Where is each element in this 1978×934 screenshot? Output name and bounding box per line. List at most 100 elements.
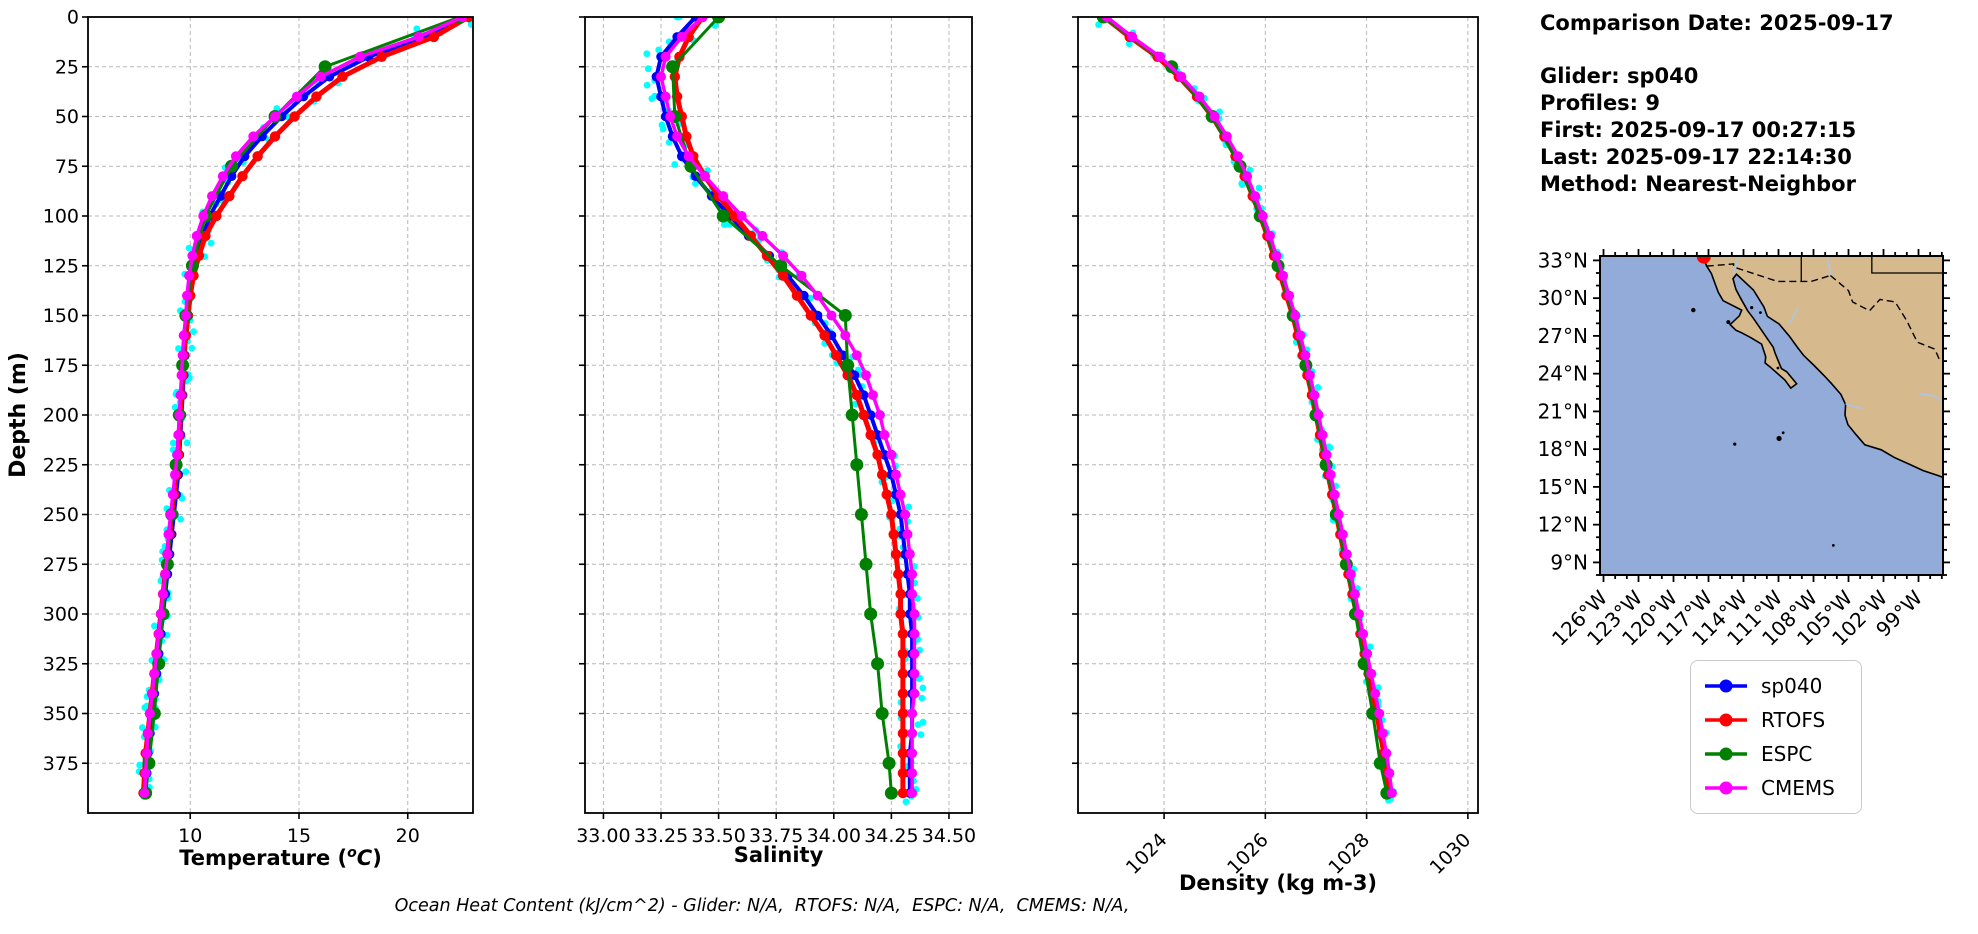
data-point-CMEMS <box>1341 549 1352 560</box>
data-point-CMEMS <box>909 668 920 679</box>
scatter-point-glider-raw <box>207 239 215 247</box>
data-point-CMEMS <box>874 410 885 420</box>
data-point-CMEMS <box>1386 788 1397 799</box>
scatter-point-glider-raw <box>190 328 197 336</box>
data-point-CMEMS <box>141 748 152 759</box>
map-lat-tick-label: 9°N <box>1550 550 1588 574</box>
data-point-CMEMS <box>1329 489 1340 500</box>
scatter-point-glider-raw <box>413 25 421 33</box>
map-lat-tick-label: 33°N <box>1538 248 1588 272</box>
y-tick-label: 25 <box>55 56 79 78</box>
data-point-RTOFS <box>897 668 909 679</box>
scatter-point-glider-raw <box>139 724 146 731</box>
data-point-RTOFS <box>890 549 902 560</box>
data-point-RTOFS <box>897 648 909 659</box>
scatter-point-glider-raw <box>692 180 699 188</box>
data-point-CMEMS <box>457 17 468 22</box>
data-point-CMEMS <box>165 509 176 520</box>
data-point-ESPC <box>318 60 332 74</box>
map-plot-area <box>1691 256 1943 547</box>
data-point-CMEMS <box>315 71 326 82</box>
map-frame <box>1599 255 1944 576</box>
data-point-RTOFS <box>858 409 869 421</box>
legend-item-espc: ESPC <box>1703 737 1851 771</box>
data-point-CMEMS <box>167 489 178 500</box>
data-point-ESPC <box>845 408 859 422</box>
island <box>1726 320 1731 325</box>
data-point-RTOFS <box>897 688 909 699</box>
map-lat-tick-label: 27°N <box>1538 324 1588 348</box>
data-point-CMEMS <box>895 489 906 500</box>
island <box>1776 435 1782 442</box>
country-border-dashed <box>1829 274 1941 362</box>
data-point-ESPC <box>859 557 873 571</box>
data-point-CMEMS <box>1278 270 1289 281</box>
scatter-point-glider-raw <box>655 46 663 54</box>
scatter-point-glider-raw <box>643 81 651 89</box>
data-point-CMEMS <box>886 449 897 460</box>
data-point-CMEMS <box>206 191 217 202</box>
data-point-CMEMS <box>1349 589 1360 600</box>
island <box>1759 311 1762 315</box>
data-point-CMEMS <box>851 350 862 361</box>
map-panel: 33°N30°N27°N24°N21°N18°N15°N12°N9°N126°W… <box>1538 248 1950 651</box>
x-axis-title: Temperature (oC) <box>179 845 382 870</box>
scatter-point-glider-raw <box>902 798 910 806</box>
data-point-CMEMS <box>867 390 878 401</box>
data-point-RTOFS <box>872 449 883 460</box>
data-point-CMEMS <box>907 788 918 799</box>
method-text: Method: Nearest-Neighbor <box>1540 172 1856 196</box>
data-point-CMEMS <box>909 688 920 699</box>
data-point-CMEMS <box>699 171 710 182</box>
data-point-CMEMS <box>1209 111 1220 122</box>
data-point-CMEMS <box>1374 708 1385 719</box>
island <box>1831 544 1835 547</box>
scatter-point-glider-raw <box>169 439 177 447</box>
data-point-RTOFS <box>830 350 842 361</box>
x-tick-label: 33.25 <box>634 825 688 847</box>
scatter-point-glider-raw <box>905 503 913 511</box>
data-point-CMEMS <box>757 230 768 241</box>
data-point-CMEMS <box>151 648 162 659</box>
legend-line-marker-icon <box>1705 747 1747 761</box>
data-point-RTOFS <box>237 171 248 182</box>
data-point-RTOFS <box>674 51 685 62</box>
data-point-CMEMS <box>1304 370 1315 381</box>
y-tick-label: 325 <box>43 653 79 675</box>
scatter-point-glider-raw <box>644 65 652 73</box>
series-line-RTOFS <box>1102 17 1392 794</box>
data-point-CMEMS <box>160 569 171 580</box>
series-line-CMEMS <box>659 17 917 794</box>
data-point-RTOFS <box>819 330 830 341</box>
data-point-RTOFS <box>376 51 387 62</box>
data-point-CMEMS <box>1264 230 1275 241</box>
legend-label: CMEMS <box>1761 776 1835 800</box>
data-point-CMEMS <box>162 549 173 560</box>
legend-item-cmems: CMEMS <box>1703 771 1851 805</box>
data-point-RTOFS <box>311 91 322 102</box>
y-tick-label: 200 <box>43 405 79 427</box>
data-point-RTOFS <box>897 708 909 719</box>
legend-label: ESPC <box>1761 742 1813 766</box>
scatter-point-glider-raw <box>671 161 679 168</box>
data-point-CMEMS <box>1325 469 1336 480</box>
y-tick-label: 375 <box>43 753 79 775</box>
river <box>1918 392 1943 403</box>
data-point-CMEMS <box>175 390 186 401</box>
river <box>1826 256 1832 276</box>
data-point-ESPC <box>882 756 896 770</box>
data-point-CMEMS <box>660 51 671 62</box>
data-point-CMEMS <box>1271 250 1282 261</box>
scatter-point-glider-raw <box>136 761 144 769</box>
y-tick-label: 100 <box>43 206 79 228</box>
x-tick-label: 15 <box>287 825 311 847</box>
x-tick-label: 1030 <box>1426 829 1476 879</box>
data-point-CMEMS <box>1233 151 1243 162</box>
scatter-point-glider-raw <box>1255 184 1263 192</box>
scatter-point-glider-raw <box>643 50 651 58</box>
data-point-CMEMS <box>907 589 918 600</box>
legend-label: RTOFS <box>1761 708 1826 732</box>
data-point-CMEMS <box>187 250 198 261</box>
data-point-CMEMS <box>191 230 202 241</box>
data-point-CMEMS <box>907 569 918 580</box>
